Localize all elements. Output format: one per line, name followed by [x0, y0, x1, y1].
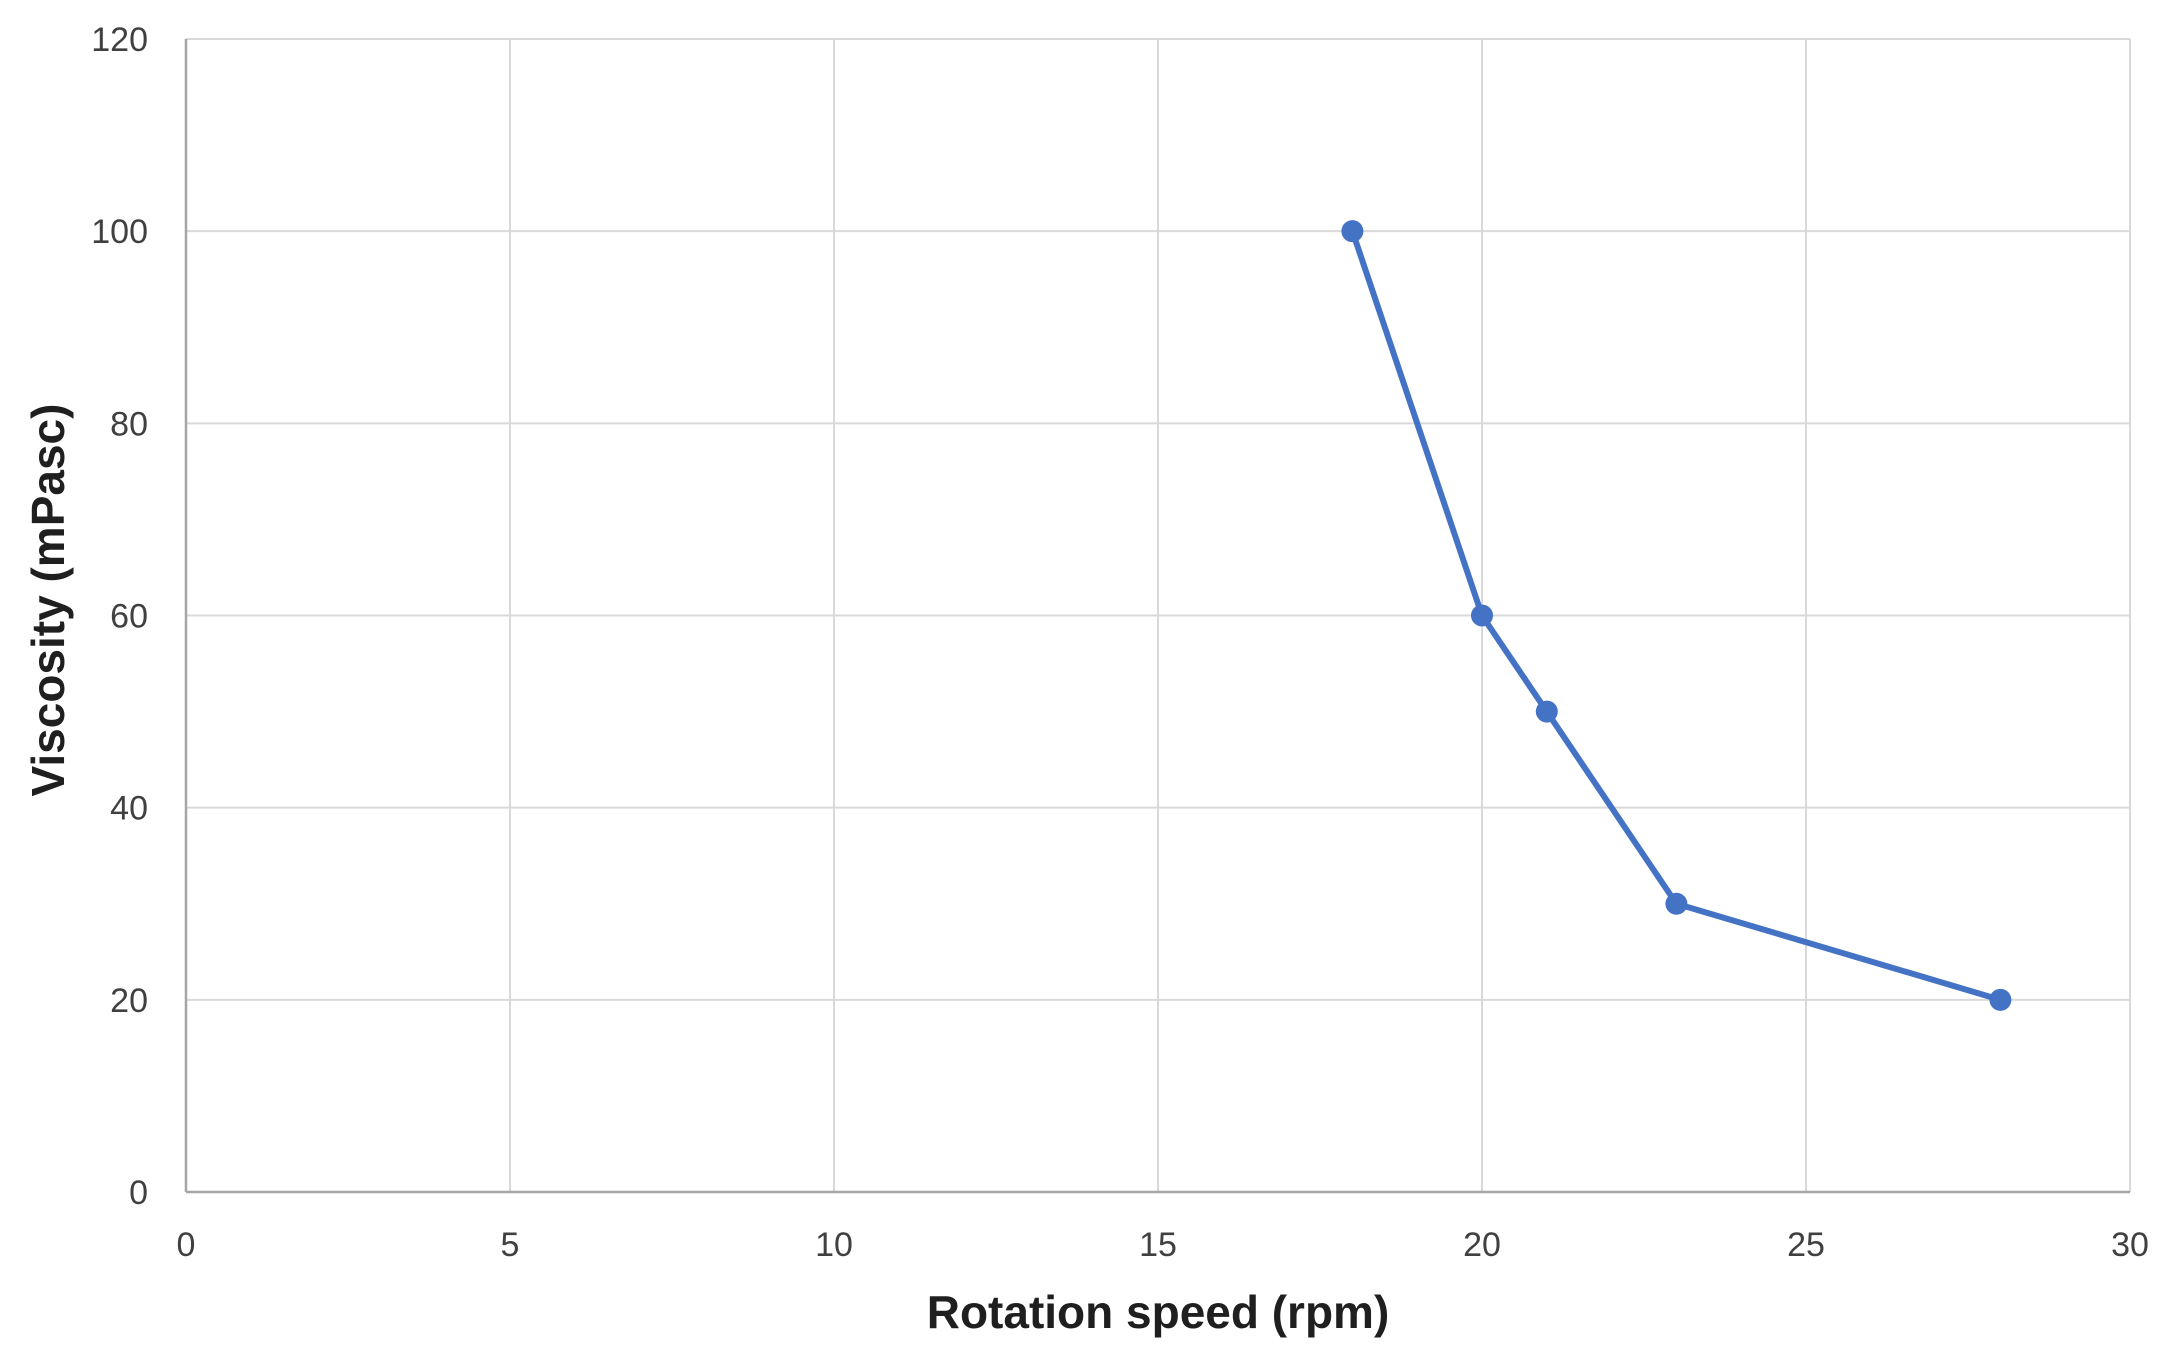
y-tick-label: 40 — [110, 790, 148, 828]
y-tick-label: 120 — [91, 21, 148, 59]
x-tick-label: 30 — [2111, 1226, 2149, 1264]
data-point-marker — [1989, 988, 2012, 1011]
x-tick-label: 10 — [815, 1226, 853, 1264]
x-tick-label: 25 — [1787, 1226, 1825, 1264]
y-axis-title: Viscosity (mPasc) — [22, 403, 74, 797]
data-point-marker — [1535, 700, 1558, 723]
x-tick-label: 5 — [501, 1226, 520, 1264]
x-tick-label: 15 — [1139, 1226, 1177, 1264]
x-tick-label: 0 — [177, 1226, 196, 1264]
x-tick-label: 20 — [1463, 1226, 1501, 1264]
y-tick-label: 60 — [110, 598, 148, 636]
data-point-marker — [1471, 604, 1493, 627]
y-tick-label: 80 — [110, 405, 148, 443]
x-axis-title: Rotation speed (rpm) — [926, 1286, 1390, 1338]
data-point-marker — [1665, 892, 1688, 915]
data-point-marker — [1341, 220, 1364, 243]
y-tick-label: 20 — [110, 982, 148, 1020]
y-tick-label: 0 — [129, 1174, 148, 1212]
y-tick-label: 100 — [91, 213, 148, 251]
